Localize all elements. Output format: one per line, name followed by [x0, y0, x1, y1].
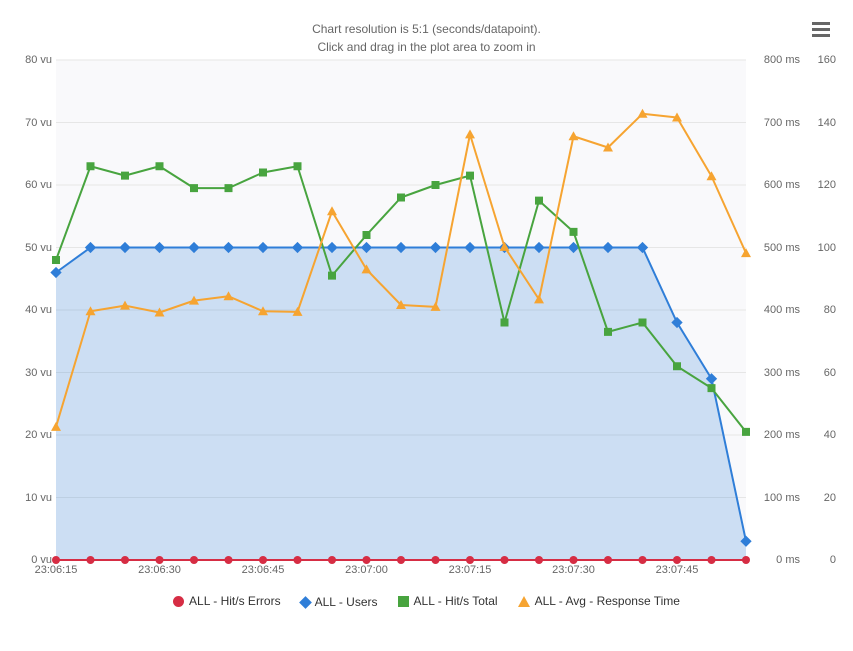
x-tick-label: 23:07:45	[656, 564, 699, 576]
y-tick-label: 40	[824, 429, 836, 441]
chart-menu-button[interactable]	[809, 18, 833, 40]
y-tick-label: 200 ms	[764, 429, 800, 441]
y-tick-label: 80	[824, 304, 836, 316]
legend-item-errors[interactable]: ALL - Hit/s Errors	[173, 594, 281, 608]
y-tick-label: 20	[824, 492, 836, 504]
y-axis-right-ms-labels: 0 ms100 ms200 ms300 ms400 ms500 ms600 ms…	[750, 60, 800, 560]
chart-subtitle: Chart resolution is 5:1 (seconds/datapoi…	[0, 20, 853, 56]
legend-marker-icon	[518, 596, 530, 607]
legend: ALL - Hit/s Errors ALL - Users ALL - Hit/s…	[0, 594, 853, 610]
y-tick-label: 10 vu	[25, 492, 52, 504]
y-tick-label: 100	[818, 242, 836, 254]
legend-item-response_time[interactable]: ALL - Avg - Response Time	[518, 594, 680, 608]
y-tick-label: 100 ms	[764, 492, 800, 504]
y-tick-label: 400 ms	[764, 304, 800, 316]
series-layer	[56, 60, 746, 560]
y-tick-label: 300 ms	[764, 367, 800, 379]
y-tick-label: 70 vu	[25, 117, 52, 129]
x-tick-label: 23:06:30	[138, 564, 181, 576]
subtitle-line-2: Click and drag in the plot area to zoom …	[317, 40, 535, 54]
x-tick-label: 23:06:45	[242, 564, 285, 576]
y-axis-right-hits-labels: 020406080100120140160	[806, 60, 836, 560]
y-tick-label: 160	[818, 54, 836, 66]
y-tick-label: 60	[824, 367, 836, 379]
chart-container: Chart resolution is 5:1 (seconds/datapoi…	[0, 0, 853, 651]
y-axis-left-labels: 0 vu10 vu20 vu30 vu40 vu50 vu60 vu70 vu8…	[0, 60, 52, 560]
x-tick-label: 23:06:15	[35, 564, 78, 576]
y-tick-label: 0 ms	[776, 554, 800, 566]
legend-label: ALL - Hit/s Total	[414, 594, 498, 608]
y-tick-label: 500 ms	[764, 242, 800, 254]
hamburger-icon	[809, 18, 833, 40]
legend-marker-icon	[398, 596, 409, 607]
y-tick-label: 20 vu	[25, 429, 52, 441]
y-tick-label: 600 ms	[764, 179, 800, 191]
y-tick-label: 800 ms	[764, 54, 800, 66]
y-tick-label: 60 vu	[25, 179, 52, 191]
x-tick-label: 23:07:30	[552, 564, 595, 576]
y-tick-label: 40 vu	[25, 304, 52, 316]
y-tick-label: 0	[830, 554, 836, 566]
subtitle-line-1: Chart resolution is 5:1 (seconds/datapoi…	[312, 22, 541, 36]
legend-label: ALL - Hit/s Errors	[189, 594, 281, 608]
y-tick-label: 30 vu	[25, 367, 52, 379]
y-tick-label: 80 vu	[25, 54, 52, 66]
x-tick-label: 23:07:15	[449, 564, 492, 576]
y-tick-label: 120	[818, 179, 836, 191]
legend-label: ALL - Avg - Response Time	[535, 594, 680, 608]
legend-label: ALL - Users	[315, 595, 378, 609]
legend-item-users[interactable]: ALL - Users	[301, 595, 378, 609]
y-tick-label: 700 ms	[764, 117, 800, 129]
plot-area[interactable]	[56, 60, 746, 561]
y-tick-label: 140	[818, 117, 836, 129]
x-tick-label: 23:07:00	[345, 564, 388, 576]
legend-item-hits_total[interactable]: ALL - Hit/s Total	[398, 594, 498, 608]
x-axis-labels: 23:06:1523:06:3023:06:4523:07:0023:07:15…	[56, 564, 746, 580]
legend-marker-icon	[173, 596, 184, 607]
legend-marker-icon	[299, 596, 312, 609]
y-tick-label: 50 vu	[25, 242, 52, 254]
